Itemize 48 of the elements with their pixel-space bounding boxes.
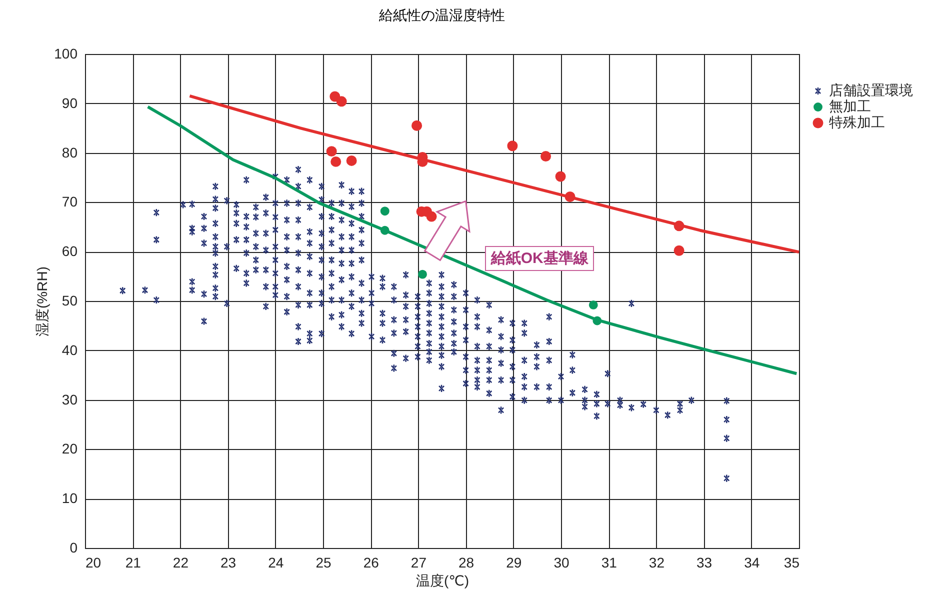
x-tick-label: 26: [363, 554, 380, 570]
y-tick-label: 70: [62, 194, 78, 210]
y-tick-label: 60: [62, 243, 78, 260]
point: [555, 171, 566, 182]
point: [418, 270, 427, 279]
point: [540, 151, 552, 162]
x-axis-title: 温度(℃): [416, 572, 470, 588]
y-tick-label: 0: [70, 540, 78, 556]
point: [346, 155, 357, 166]
x-tick-label: 29: [506, 554, 522, 570]
legend-label: 無加工: [829, 98, 871, 114]
point: [674, 245, 684, 256]
x-tick-label: 25: [316, 554, 332, 570]
point: [426, 211, 437, 222]
x-tick-label: 32: [648, 554, 665, 570]
x-tick-label: 34: [744, 554, 760, 570]
x-tick-label: 21: [125, 554, 142, 570]
point: [588, 300, 598, 310]
y-tick-label: 30: [62, 391, 78, 408]
y-axis-title: 湿度(%RH): [34, 266, 50, 336]
legend-label: 店舗設置環境: [829, 82, 913, 98]
annotation: 給紙OK基準線: [484, 246, 594, 271]
x-tick-label: 28: [458, 554, 474, 570]
y-tick-label: 80: [62, 144, 78, 160]
point: [380, 206, 390, 216]
point: [412, 120, 422, 131]
y-tick-label: 20: [62, 440, 78, 457]
point: [336, 96, 347, 107]
x-tick-label: 24: [268, 554, 284, 570]
y-tick-label: 10: [62, 490, 78, 506]
x-tick-label: 27: [410, 554, 427, 570]
x-tick-label: 33: [696, 554, 712, 570]
point: [330, 156, 342, 167]
y-tick-label: 40: [62, 342, 78, 358]
line-series: [146, 105, 798, 376]
x-tick-label: 31: [601, 554, 618, 570]
x-tick-label: 35: [784, 554, 800, 570]
x-tick-label: 23: [220, 554, 236, 570]
legend-label: 特殊加工: [829, 114, 885, 130]
y-tick-label: 100: [54, 46, 78, 62]
y-tick-label: 90: [62, 94, 78, 111]
chart-title: 給紙性の温湿度特性: [378, 7, 505, 23]
x-tick-label: 22: [172, 554, 189, 570]
x-tick-label: 20: [86, 554, 102, 570]
y-tick-label: 50: [62, 292, 78, 308]
point: [507, 140, 518, 152]
x-tick-label: 30: [554, 554, 570, 570]
point: [326, 146, 337, 157]
